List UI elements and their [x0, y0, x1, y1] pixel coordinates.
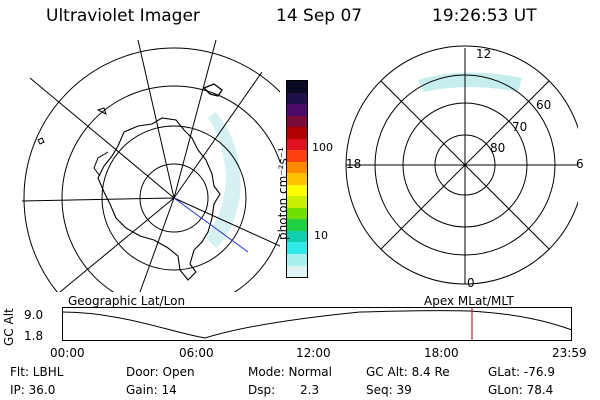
right-panel-caption: Apex MLat/MLT — [424, 294, 514, 308]
aurora-emission — [206, 112, 241, 248]
timeline-tick-0000: 00:00 — [50, 346, 85, 360]
mode-status: Mode: Normal — [248, 365, 332, 379]
mlat-label-70: 70 — [512, 120, 528, 134]
colorbar-tick-100: 100 — [312, 141, 333, 154]
altitude-timeline — [62, 307, 573, 341]
mlt-label-0: 0 — [467, 276, 475, 290]
antarctica-coastline — [97, 117, 221, 281]
colorbar-segment — [287, 127, 307, 139]
mlat-label-60: 60 — [536, 98, 552, 112]
colorbar-unit-label: photon cm⁻²s⁻¹ — [276, 147, 290, 240]
colorbar-tick-10: 10 — [314, 229, 328, 242]
colorbar-segment — [287, 150, 307, 162]
geographic-polar-image — [22, 40, 280, 292]
timeline-tick-0600: 06:00 — [179, 346, 214, 360]
colorbar-segment — [287, 253, 307, 266]
colorbar-segment — [287, 230, 307, 243]
mlt-label-6: 6 — [576, 157, 584, 171]
time-label: 19:26:53 UT — [432, 6, 537, 26]
colorbar — [286, 80, 308, 278]
colorbar-segment — [287, 184, 307, 197]
glon-status: GLon: 78.4 — [488, 383, 554, 397]
timeline-tick-2359: 23:59 — [552, 346, 587, 360]
colorbar-segment — [287, 242, 307, 254]
ip-status: IP: 36.0 — [10, 383, 56, 397]
timeline-tick-1800: 18:00 — [424, 346, 459, 360]
colorbar-segment — [287, 265, 307, 278]
door-status: Door: Open — [126, 365, 195, 379]
magnetic-polar-plot — [345, 45, 578, 285]
seq-status: Seq: 39 — [366, 383, 412, 397]
colorbar-segment — [287, 138, 307, 151]
left-panel-caption: Geographic Lat/Lon — [68, 294, 186, 308]
colorbar-segment — [287, 115, 307, 128]
dsp-value: 2.3 — [300, 383, 320, 397]
timeline-ymin: 1.8 — [24, 329, 44, 343]
instrument-title: Ultraviolet Imager — [46, 6, 200, 26]
gc-alt-status: GC Alt: 8.4 Re — [366, 365, 450, 379]
timeline-tick-1200: 12:00 — [296, 346, 331, 360]
mlat-label-80: 80 — [490, 141, 506, 155]
colorbar-segment — [287, 196, 307, 208]
colorbar-segment — [287, 219, 307, 231]
altitude-curve — [62, 310, 573, 339]
ground-track — [173, 197, 249, 253]
mlt-label-18: 18 — [346, 157, 362, 171]
mlt-label-12: 12 — [476, 47, 492, 61]
colorbar-segment — [287, 207, 307, 220]
colorbar-segment — [287, 104, 307, 116]
dsp-label: Dsp: — [248, 383, 276, 397]
colorbar-segment — [287, 92, 307, 105]
date-label: 14 Sep 07 — [276, 6, 363, 26]
filter-status: Flt: LBHL — [10, 365, 64, 379]
colorbar-segment — [287, 173, 307, 185]
timeline-ymax: 9.0 — [24, 308, 44, 322]
colorbar-segment — [287, 161, 307, 174]
gain-status: Gain: 14 — [126, 383, 177, 397]
colorbar-segment — [287, 81, 307, 93]
timeline-ylabel: GC Alt — [2, 308, 16, 346]
glat-status: GLat: -76.9 — [488, 365, 555, 379]
